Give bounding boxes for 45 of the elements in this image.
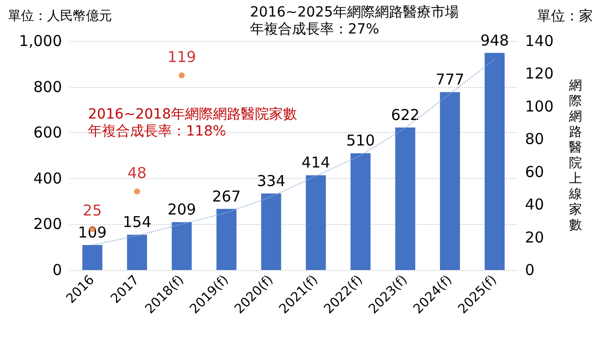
bar — [172, 222, 192, 270]
bar — [484, 52, 505, 270]
data-label: 414 — [302, 154, 330, 172]
text: 年複合成長率：27% — [250, 22, 380, 38]
y2-tick-label: 140 — [525, 32, 554, 50]
y2-tick-label: 20 — [525, 228, 544, 246]
y2-tick-label: 0 — [525, 261, 535, 279]
data-label: 334 — [256, 172, 286, 190]
annotation: 2016~2018年網際網路醫院家數 — [88, 106, 297, 122]
bar — [82, 245, 102, 270]
bar — [306, 175, 326, 270]
bar — [440, 92, 460, 270]
y-axis-title: 單位：人民幣億元 — [8, 9, 112, 24]
data-label: 154 — [122, 213, 152, 232]
point — [178, 72, 185, 78]
data-label: 109 — [78, 224, 107, 242]
bar — [395, 128, 416, 270]
y2-tick-label: 120 — [525, 64, 554, 83]
data-label: 948 — [480, 31, 509, 50]
text: 單位：家 — [537, 8, 593, 24]
y2-tick-label: 40 — [525, 196, 544, 214]
y2-tick-label: 100 — [525, 97, 554, 116]
y-tick-label: 1,000 — [19, 32, 62, 50]
data-label: 48 — [128, 164, 147, 182]
data-label: 622 — [390, 106, 420, 124]
data-label: 119 — [167, 48, 196, 66]
data-label: 25 — [82, 202, 102, 220]
y-tick-label: 400 — [33, 169, 62, 188]
data-label: 510 — [346, 132, 375, 150]
y-tick-label: 0 — [52, 261, 62, 279]
y-tick-label: 800 — [33, 78, 62, 96]
data-label: 267 — [212, 187, 241, 206]
bar — [127, 234, 148, 270]
bar — [261, 194, 282, 270]
bar — [350, 153, 371, 270]
data-label: 209 — [167, 200, 196, 219]
text: 2016~2025年網際網路醫療市場 — [250, 4, 459, 20]
bar — [216, 208, 236, 270]
y-tick-label: 200 — [33, 215, 62, 234]
y-tick-label: 600 — [33, 124, 62, 142]
y2-tick-label: 80 — [525, 130, 544, 148]
data-label: 777 — [436, 70, 464, 89]
text: 網際網路醫院上線家數 — [569, 78, 582, 233]
y2-tick-label: 60 — [525, 162, 544, 181]
point — [134, 188, 140, 194]
